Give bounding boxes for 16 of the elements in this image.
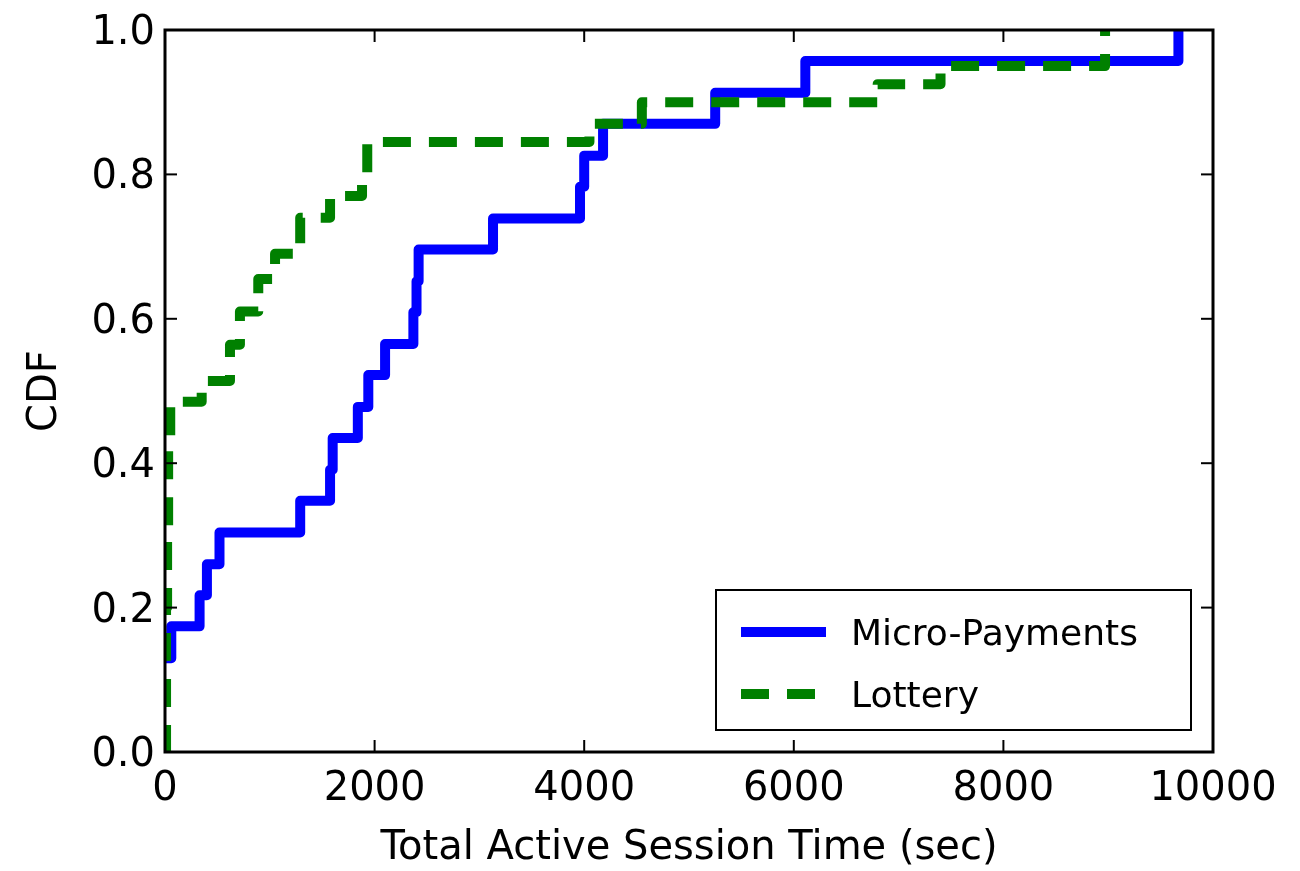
- legend-label: Lottery: [851, 673, 979, 715]
- x-tick-label: 8000: [952, 763, 1055, 809]
- y-tick-label: 0.4: [91, 440, 155, 487]
- y-tick-label: 0.8: [91, 151, 155, 198]
- y-tick-label: 0.2: [91, 584, 155, 631]
- x-tick-label: 6000: [742, 763, 845, 809]
- x-axis-title: Total Active Session Time (sec): [379, 822, 998, 868]
- x-tick-label: 10000: [1149, 763, 1277, 809]
- x-tick-label: 0: [152, 763, 178, 809]
- y-tick-label: 1.0: [91, 7, 155, 53]
- x-tick-label: 4000: [533, 763, 636, 809]
- y-tick-label: 0.0: [91, 729, 155, 775]
- y-axis-title: CDF: [19, 350, 65, 432]
- y-tick-label: 0.6: [91, 295, 155, 342]
- legend-label: Micro-Payments: [851, 611, 1138, 653]
- x-tick-label: 2000: [323, 763, 426, 809]
